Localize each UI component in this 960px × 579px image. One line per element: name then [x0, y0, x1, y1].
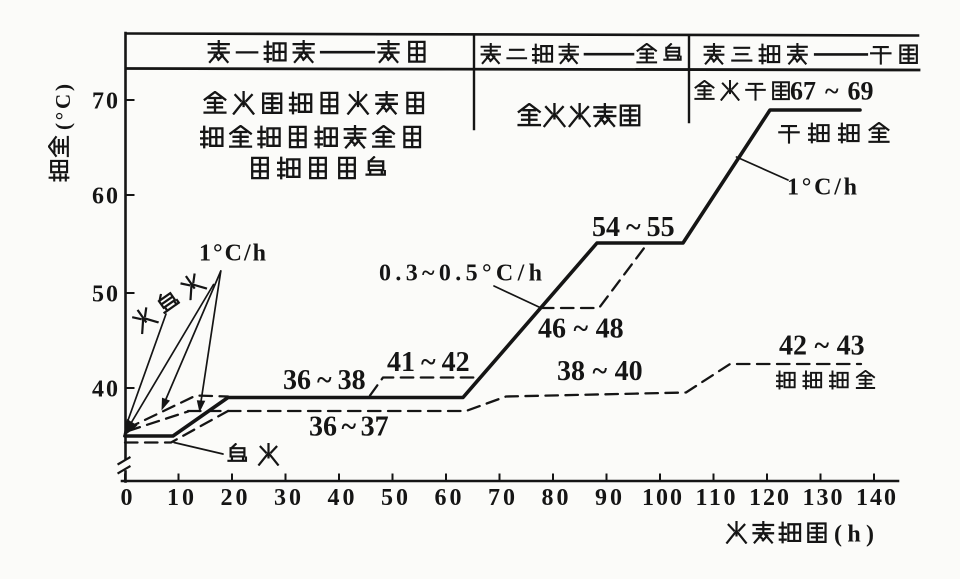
- svg-text:40: 40: [328, 485, 355, 511]
- svg-text:(h): (h): [834, 522, 874, 548]
- svg-text:36~38: 36 ~38: [283, 365, 366, 396]
- svg-text:36~37: 36 ~37: [309, 412, 389, 443]
- svg-text:42~43: 42 ~43: [779, 331, 865, 362]
- svg-text:41~42: 41 ~42: [387, 347, 470, 378]
- svg-text:54~55: 54 ~55: [592, 212, 675, 243]
- svg-text:130: 130: [803, 485, 843, 511]
- svg-text:60: 60: [92, 184, 118, 210]
- svg-text:100: 100: [642, 485, 682, 511]
- svg-text:20: 20: [221, 485, 248, 511]
- svg-text:50: 50: [92, 282, 118, 308]
- svg-text:1°C/h: 1°C/h: [199, 241, 266, 267]
- svg-text:70: 70: [488, 485, 515, 511]
- svg-text:38~40: 38 ~40: [557, 356, 643, 387]
- svg-text:46~48: 46 ~48: [538, 314, 624, 345]
- svg-text:10: 10: [167, 485, 194, 511]
- svg-text:80: 80: [542, 485, 569, 511]
- svg-text:110: 110: [696, 485, 736, 511]
- svg-text:(°C): (°C): [51, 84, 75, 130]
- svg-text:60: 60: [435, 485, 462, 511]
- svg-text:90: 90: [595, 485, 622, 511]
- svg-text:40: 40: [92, 377, 118, 403]
- svg-text:30: 30: [274, 485, 301, 511]
- svg-text:50: 50: [381, 485, 408, 511]
- svg-text:140: 140: [856, 485, 896, 511]
- svg-text:70: 70: [92, 89, 118, 115]
- svg-text:120: 120: [749, 485, 789, 511]
- svg-text:1°C/h: 1°C/h: [787, 175, 857, 201]
- svg-text:0: 0: [121, 485, 133, 511]
- svg-text:0.3~0.5°C/h: 0.3~0.5°C/h: [379, 261, 542, 287]
- svg-text:67~69: 67 ~69: [790, 77, 874, 106]
